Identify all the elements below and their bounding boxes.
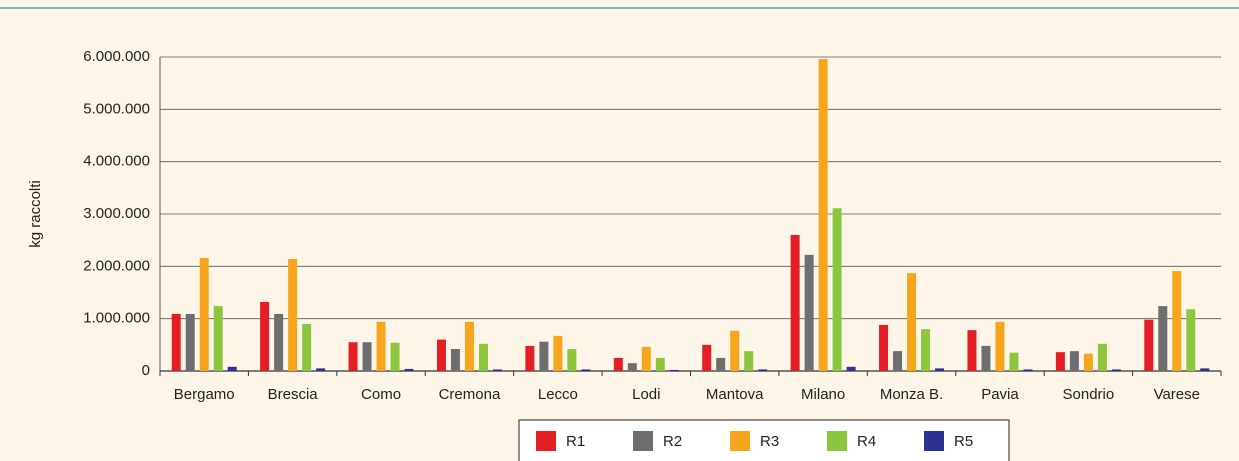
bar bbox=[1172, 271, 1182, 371]
legend-swatch bbox=[827, 431, 847, 451]
legend-label: R1 bbox=[566, 433, 585, 450]
y-tick-label: 0 bbox=[142, 362, 150, 379]
bar bbox=[1186, 309, 1196, 371]
y-tick-label: 6.000.000 bbox=[83, 48, 150, 65]
bar bbox=[1009, 352, 1019, 371]
bar bbox=[288, 259, 298, 371]
bar bbox=[744, 351, 754, 371]
x-tick-label: Lodi bbox=[632, 386, 660, 403]
legend-swatch bbox=[536, 431, 556, 451]
legend-label: R3 bbox=[760, 433, 779, 450]
bar bbox=[362, 342, 372, 371]
bar bbox=[464, 321, 474, 371]
x-tick-label: Mantova bbox=[706, 386, 764, 403]
bar bbox=[492, 369, 502, 371]
x-tick-label: Lecco bbox=[538, 386, 578, 403]
bar bbox=[436, 339, 446, 371]
bar bbox=[1023, 369, 1033, 371]
x-tick-label: Como bbox=[361, 386, 401, 403]
bar bbox=[655, 357, 665, 371]
bar bbox=[790, 234, 800, 371]
y-tick-label: 1.000.000 bbox=[83, 310, 150, 327]
bar bbox=[316, 368, 326, 371]
bar bbox=[641, 346, 651, 371]
bar bbox=[702, 344, 712, 371]
bar bbox=[260, 301, 270, 371]
legend-swatch bbox=[924, 431, 944, 451]
legend-label: R2 bbox=[663, 433, 682, 450]
bar bbox=[1200, 368, 1210, 371]
bar bbox=[832, 208, 842, 371]
y-tick-label: 4.000.000 bbox=[83, 153, 150, 170]
bar bbox=[376, 321, 386, 371]
y-axis-label: kg raccolti bbox=[27, 180, 44, 248]
x-tick-label: Sondrio bbox=[1063, 386, 1115, 403]
x-tick-label: Pavia bbox=[981, 386, 1019, 403]
bar bbox=[302, 323, 312, 371]
bar bbox=[539, 341, 549, 371]
bar bbox=[1158, 306, 1168, 371]
bar bbox=[730, 330, 740, 371]
x-tick-label: Cremona bbox=[439, 386, 501, 403]
x-tick-label: Varese bbox=[1154, 386, 1200, 403]
bar bbox=[274, 313, 284, 371]
bar bbox=[995, 321, 1005, 371]
bar bbox=[1097, 343, 1107, 371]
bar bbox=[171, 313, 181, 371]
bar bbox=[553, 335, 563, 371]
bar bbox=[450, 349, 460, 371]
bar bbox=[627, 363, 637, 371]
bar bbox=[818, 59, 828, 372]
bar bbox=[1144, 319, 1154, 371]
bar bbox=[213, 306, 223, 371]
bar bbox=[390, 342, 400, 371]
legend-swatch bbox=[730, 431, 750, 451]
bar bbox=[669, 369, 679, 371]
bar bbox=[893, 351, 903, 371]
bar bbox=[613, 357, 623, 371]
bar bbox=[981, 345, 991, 371]
bar bbox=[404, 368, 414, 371]
bar bbox=[348, 342, 358, 371]
x-tick-label: Monza B. bbox=[880, 386, 943, 403]
bar bbox=[935, 368, 945, 371]
legend-swatch bbox=[633, 431, 653, 451]
bar bbox=[185, 313, 195, 371]
bar bbox=[1069, 351, 1079, 371]
bar bbox=[879, 324, 889, 371]
y-tick-label: 3.000.000 bbox=[83, 205, 150, 222]
bar bbox=[758, 369, 768, 371]
bar bbox=[804, 254, 814, 371]
bar bbox=[227, 366, 237, 371]
bar bbox=[1083, 353, 1093, 371]
bar bbox=[907, 273, 917, 371]
x-tick-label: Bergamo bbox=[174, 386, 235, 403]
bar bbox=[846, 366, 856, 371]
x-tick-label: Brescia bbox=[268, 386, 319, 403]
bar bbox=[199, 257, 209, 371]
bar bbox=[478, 343, 488, 371]
bar bbox=[1111, 369, 1121, 371]
legend-label: R5 bbox=[954, 433, 973, 450]
bar bbox=[525, 345, 535, 371]
bar bbox=[921, 329, 931, 371]
y-tick-label: 2.000.000 bbox=[83, 257, 150, 274]
y-tick-label: 5.000.000 bbox=[83, 100, 150, 117]
bar bbox=[1055, 352, 1065, 371]
bar bbox=[967, 330, 977, 371]
bar bbox=[716, 357, 726, 371]
x-tick-label: Milano bbox=[801, 386, 845, 403]
bar bbox=[581, 369, 591, 371]
bar bbox=[567, 349, 577, 371]
legend-label: R4 bbox=[857, 433, 876, 450]
